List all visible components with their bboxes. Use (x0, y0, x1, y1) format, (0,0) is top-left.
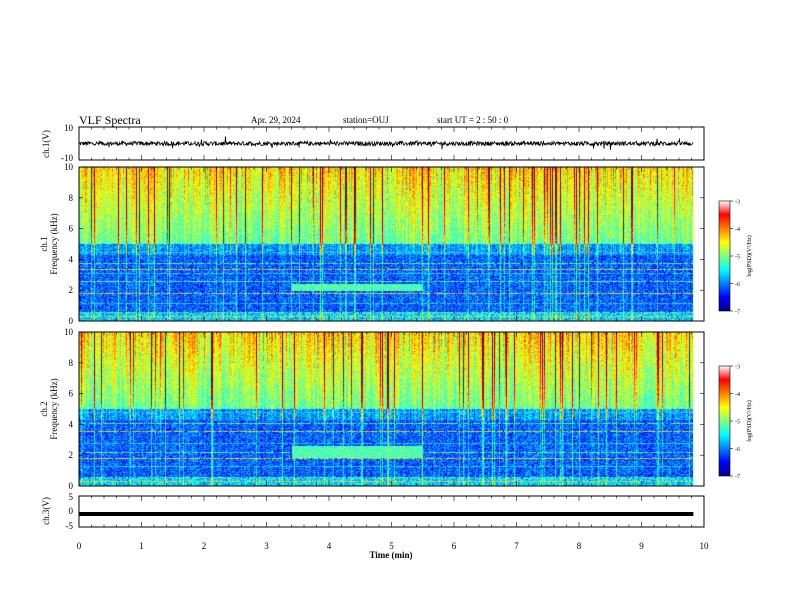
time-axis-label: Time (min) (369, 550, 412, 560)
ch2-frequency-tick-labels: 0 2 4 6 8 10 (64, 327, 704, 491)
ch1-colorbar-ticks: -3 -4 -5 -6 -7 (730, 200, 740, 316)
ch1-colorbar-gradient (718, 200, 731, 312)
time-tick-label: 7 (514, 541, 519, 551)
frequency-tick-label: 0 (69, 481, 74, 491)
ch3-waveform-ticks (78, 496, 705, 527)
ch2-spectrogram-image (79, 332, 693, 486)
ch2-spectrogram-panel: 0 2 4 6 8 10 ch.2 Frequency (kHz) (39, 327, 705, 491)
time-tick-label: 1 (139, 541, 144, 551)
colorbar-tick-label: -7 (735, 475, 740, 481)
ch1-spectrogram-panel: 0 2 4 6 8 10 ch.1 Frequency (kHz) (39, 162, 705, 326)
frequency-tick-label: 4 (69, 419, 74, 429)
ch1-waveform-trace (78, 136, 694, 150)
time-tick-label: 9 (639, 541, 644, 551)
colorbar-tick-label: -4 (735, 227, 740, 233)
ch1-waveform-ticks (78, 127, 705, 160)
ch3-waveform-panel: 5 0 -5 ch.3(V) 0 1 2 3 4 5 6 7 8 9 10 Time (min) (41, 492, 709, 560)
ch1-waveform-ylabel: ch.1(V) (41, 130, 51, 158)
colorbar-tick-label: -6 (735, 282, 740, 288)
ch1-spectrogram-ticks (78, 167, 705, 321)
colorbar-tick-label: -3 (735, 365, 740, 371)
ch3-ytick-bottom: -5 (66, 521, 74, 531)
colorbar-tick-label: -7 (735, 310, 740, 316)
ch2-colorbar: -3 -4 -5 -6 -7 log(PSD)(V²/Hz) (718, 365, 753, 481)
chart-title: VLF Spectra (79, 113, 141, 127)
ch1-ytick-top: 10 (64, 123, 74, 133)
frequency-tick-label: 2 (69, 285, 74, 295)
time-tick-label: 8 (577, 541, 582, 551)
colorbar-tick-label: -5 (735, 255, 740, 261)
time-tick-label: 3 (264, 541, 269, 551)
time-tick-label: 4 (327, 541, 332, 551)
ch2-spectrogram-ticks (78, 332, 705, 486)
station-label: station=OUJ (343, 115, 389, 125)
ch1-frequency-tick-labels: 0 2 4 6 8 10 (64, 162, 704, 326)
colorbar-tick-label: -4 (735, 392, 740, 398)
time-tick-label: 2 (202, 541, 207, 551)
frequency-tick-label: 0 (69, 316, 74, 326)
frequency-tick-label: 10 (64, 327, 74, 337)
time-tick-label: 10 (700, 541, 710, 551)
ch1-waveform-panel: 10 -10 ch.1(V) (41, 123, 705, 163)
time-axis-tick-labels: 0 1 2 3 4 5 6 7 8 9 10 (77, 541, 709, 551)
ch3-waveform-ylabel: ch.3(V) (41, 497, 51, 525)
ch3-ytick-top: 5 (69, 492, 74, 502)
frequency-tick-label: 6 (69, 389, 74, 399)
ch2-spectrogram-ylabel-channel: ch.2 (39, 401, 49, 416)
frequency-tick-label: 10 (64, 162, 74, 172)
date-label: Apr. 29, 2024 (251, 115, 301, 125)
ch1-spectrogram-image (79, 167, 693, 321)
ch1-ytick-bottom: -10 (61, 153, 73, 163)
ch1-colorbar-label: log(PSD)(V²/Hz) (746, 235, 753, 276)
ch3-ytick-middle: 0 (69, 506, 74, 516)
ch2-spectrogram-ylabel-frequency: Frequency (kHz) (49, 378, 59, 439)
frequency-tick-label: 6 (69, 224, 74, 234)
frequency-tick-label: 8 (69, 193, 74, 203)
ch1-spectrogram-ylabel-channel: ch.1 (39, 236, 49, 251)
start-time-label: start UT = 2 : 50 : 0 (437, 115, 509, 125)
colorbar-tick-label: -5 (735, 420, 740, 426)
frequency-tick-label: 8 (69, 358, 74, 368)
colorbar-tick-label: -3 (735, 200, 740, 206)
frequency-tick-label: 4 (69, 254, 74, 264)
colorbar-tick-label: -6 (735, 447, 740, 453)
time-tick-label: 6 (452, 541, 457, 551)
time-tick-label: 5 (389, 541, 394, 551)
ch1-spectrogram-ylabel-frequency: Frequency (kHz) (49, 213, 59, 274)
ch2-colorbar-label: log(PSD)(V²/Hz) (746, 400, 753, 441)
ch1-colorbar: -3 -4 -5 -6 -7 log(PSD)(V²/Hz) (718, 200, 753, 316)
time-tick-label: 0 (77, 541, 82, 551)
ch2-colorbar-ticks: -3 -4 -5 -6 -7 (730, 365, 740, 481)
ch2-colorbar-gradient (718, 365, 731, 477)
frequency-tick-label: 2 (69, 450, 74, 460)
